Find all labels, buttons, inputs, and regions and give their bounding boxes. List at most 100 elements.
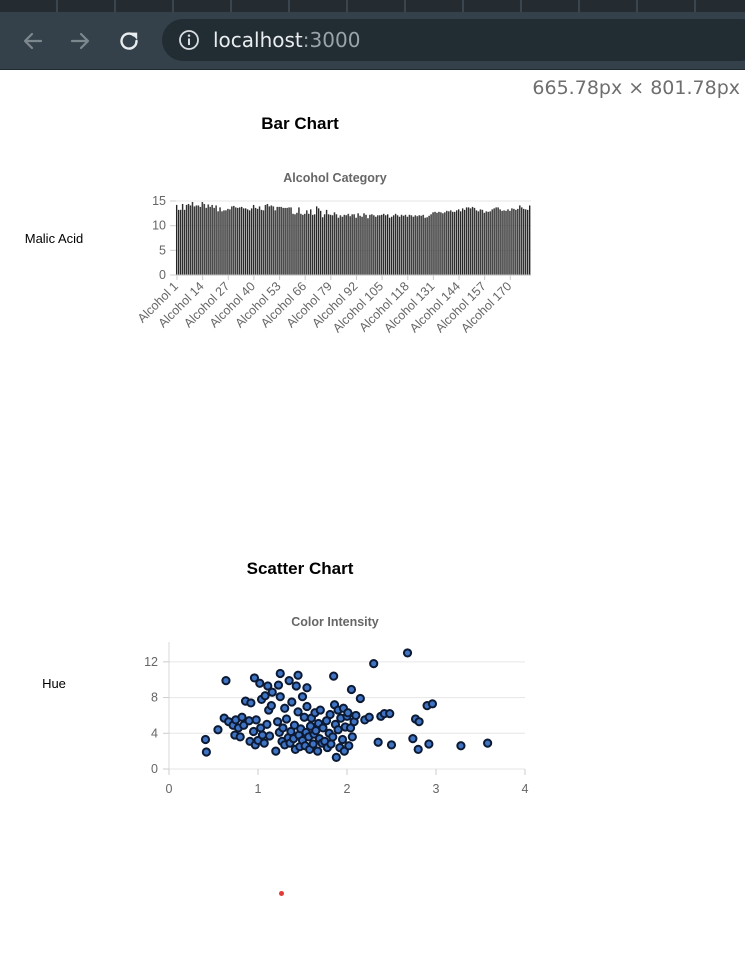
bar [178,209,180,275]
bar [263,210,265,275]
scatter-point [408,734,418,744]
bar [235,207,237,275]
bar [227,208,229,275]
viewport-dimensions-readout: 665.78px × 801.78px [532,77,740,99]
bar [470,208,472,275]
bar [217,211,219,275]
scatter-point [263,681,273,691]
bar [405,214,407,275]
bar [198,205,200,275]
scatter-point [273,680,284,690]
bar [348,213,350,275]
bar [190,205,192,275]
bar [490,211,492,275]
scatter-point [344,741,354,751]
scatter-point [325,709,335,720]
bar [249,210,251,275]
scatter-x-axis: 0 1 2 3 4 [166,769,529,796]
scatter-point [302,683,312,693]
scatter-point [427,699,438,709]
bar [188,203,190,275]
bar-y-tick-label: 5 [159,243,166,257]
bar [184,209,186,275]
bar [336,214,338,275]
bar [424,217,427,275]
bar [253,204,255,275]
bar [215,205,217,275]
bar [428,215,430,275]
bar [239,207,241,275]
bar [495,207,498,275]
scatter-point [248,726,259,737]
scatter-point [483,738,493,748]
bar-y-tick-label: 0 [159,268,166,282]
bar [202,201,204,275]
bar [369,214,371,275]
bar [207,204,210,275]
bar [237,207,239,275]
scatter-point [255,678,265,688]
bar [507,209,509,275]
bar [340,215,342,275]
browser-toolbar: localhost:3000 [0,12,745,70]
url-host: localhost [213,28,303,52]
scatter-point [267,687,277,697]
address-bar[interactable]: localhost:3000 [162,19,745,61]
scatter-point [333,725,343,735]
bar [298,207,300,275]
scatter-chart-title: Color Intensity [291,615,379,629]
bar [314,214,316,275]
bar [377,215,379,275]
bar [527,209,529,275]
bar [397,215,399,275]
scatter-y-axis: 0 4 8 12 [144,655,169,776]
bar [505,210,507,275]
bar [269,206,271,275]
scatter-point [364,712,374,722]
bar [308,213,310,275]
bar [446,210,448,275]
scatter-point [331,752,341,762]
bar [243,208,245,275]
bar [462,208,464,275]
scatter-point [278,723,288,733]
bar [363,213,365,275]
scatter-point [264,731,275,741]
bar-chart-title: Alcohol Category [283,171,387,185]
url-text[interactable]: localhost:3000 [213,29,360,51]
bar [247,209,249,275]
back-button[interactable] [20,28,46,54]
scatter-point [346,684,357,695]
bar [267,203,269,275]
info-icon[interactable] [178,29,200,51]
arrow-left-icon [23,32,43,50]
bar [482,209,484,275]
scatter-point [275,692,285,702]
scatter-point [275,668,285,679]
forward-button[interactable] [67,28,93,54]
scatter-point [351,710,361,721]
bar [385,215,387,275]
bar [440,212,442,275]
bar [456,210,458,275]
bar [468,207,470,275]
bar [426,217,429,275]
bar [192,201,194,275]
bar [233,205,235,275]
reload-button[interactable] [116,28,142,54]
bar [478,211,480,275]
scatter-point [293,707,303,717]
bar [265,204,267,275]
bar [395,213,397,275]
bar [383,213,385,275]
bar [290,207,292,275]
bar [359,215,361,275]
bar [176,204,178,275]
bar [497,207,500,275]
scatter-point [284,676,294,686]
bar [349,216,352,275]
bar [407,216,409,275]
bar [419,215,421,275]
bar [450,210,452,275]
scatter-points [200,648,493,762]
